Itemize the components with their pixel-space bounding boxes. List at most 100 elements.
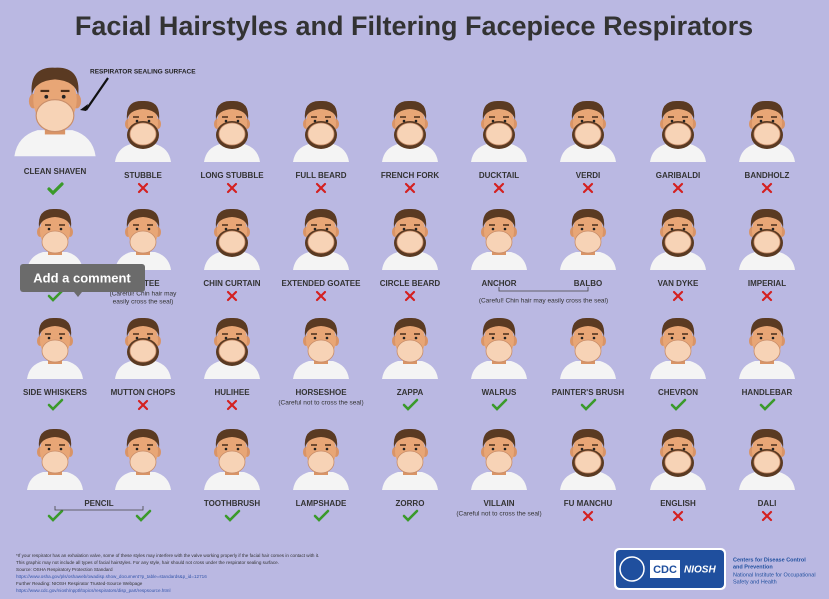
face: [739, 317, 795, 379]
eye: [670, 227, 674, 231]
cross-mark: [493, 182, 505, 194]
mask: [574, 450, 602, 474]
style-note: easily cross the seal): [113, 299, 174, 306]
face: [471, 100, 527, 162]
check-mark: [47, 182, 64, 196]
arrow-head: [80, 104, 88, 111]
mask: [41, 230, 69, 254]
hair: [571, 208, 605, 228]
eye: [771, 119, 775, 123]
shirt: [739, 144, 795, 162]
face: [293, 208, 349, 270]
shirt: [739, 361, 795, 379]
eye: [771, 447, 775, 451]
eye: [592, 119, 596, 123]
mask: [35, 99, 75, 133]
mask: [307, 450, 335, 474]
shirt: [560, 361, 616, 379]
hair: [38, 428, 72, 448]
shirt: [650, 361, 706, 379]
eye: [135, 447, 139, 451]
face: [382, 317, 438, 379]
mask: [485, 339, 513, 363]
mask: [307, 339, 335, 363]
cross-mark: [137, 399, 149, 411]
mask: [129, 230, 157, 254]
title: Facial Hairstyles and Filtering Facepiec…: [75, 11, 753, 41]
shirt: [382, 472, 438, 490]
style-label: EXTENDED GOATEE: [282, 279, 362, 288]
face: [382, 428, 438, 490]
comment-tooltip[interactable]: Add a comment: [20, 264, 145, 297]
eye: [147, 336, 151, 340]
eye: [224, 447, 228, 451]
hair: [482, 100, 516, 120]
face: [739, 208, 795, 270]
hair: [215, 100, 249, 120]
check-mark: [402, 509, 419, 522]
hair: [215, 208, 249, 228]
style-label: IMPERIAL: [748, 279, 786, 288]
mask: [396, 230, 424, 254]
hair: [304, 428, 338, 448]
eye: [503, 336, 507, 340]
check-mark: [224, 509, 241, 522]
shirt: [115, 144, 171, 162]
eye: [313, 227, 317, 231]
eye: [414, 447, 418, 451]
style-label: LONG STUBBLE: [200, 171, 264, 180]
group-bracket: [54, 506, 144, 511]
shirt: [27, 361, 83, 379]
hair: [750, 317, 784, 337]
eye: [503, 119, 507, 123]
cross-mark: [761, 510, 773, 522]
face: [382, 100, 438, 162]
footer-line: Source: OSHA Respiratory Protection Stan…: [16, 567, 113, 572]
hair: [571, 100, 605, 120]
shirt: [560, 252, 616, 270]
eye: [759, 447, 763, 451]
hair: [393, 428, 427, 448]
eye: [759, 119, 763, 123]
eye: [147, 119, 151, 123]
style-label: SIDE WHISKERS: [23, 388, 88, 397]
eye: [491, 336, 495, 340]
face: [204, 428, 260, 490]
mask: [396, 339, 424, 363]
mask: [218, 230, 246, 254]
hair: [126, 317, 160, 337]
hair: [482, 428, 516, 448]
eye: [503, 447, 507, 451]
face: [650, 208, 706, 270]
hair: [126, 428, 160, 448]
shirt: [739, 252, 795, 270]
cdc-text: CDC: [653, 564, 677, 576]
tooltip-box[interactable]: [20, 264, 145, 292]
style-label: CIRCLE BEARD: [380, 279, 441, 288]
hair: [38, 317, 72, 337]
check-mark: [580, 398, 597, 411]
eye: [670, 336, 674, 340]
cross-mark: [315, 182, 327, 194]
face: [560, 208, 616, 270]
style-label: ZORRO: [396, 499, 425, 508]
shirt: [471, 472, 527, 490]
hair: [750, 208, 784, 228]
face: [204, 208, 260, 270]
cross-mark: [404, 182, 416, 194]
style-note: (Careful! Chin hair may: [110, 291, 178, 298]
shirt: [382, 361, 438, 379]
hair: [215, 317, 249, 337]
mask: [129, 339, 157, 363]
group-label: PENCIL: [84, 499, 113, 508]
sealing-arrow: [85, 77, 109, 111]
eye: [682, 119, 686, 123]
tooltip-text[interactable]: Add a comment: [33, 270, 131, 285]
hair: [215, 428, 249, 448]
hair: [304, 208, 338, 228]
style-label: MUTTON CHOPS: [111, 388, 176, 397]
style-label: VAN DYKE: [658, 279, 699, 288]
hair: [38, 208, 72, 228]
mask: [664, 230, 692, 254]
